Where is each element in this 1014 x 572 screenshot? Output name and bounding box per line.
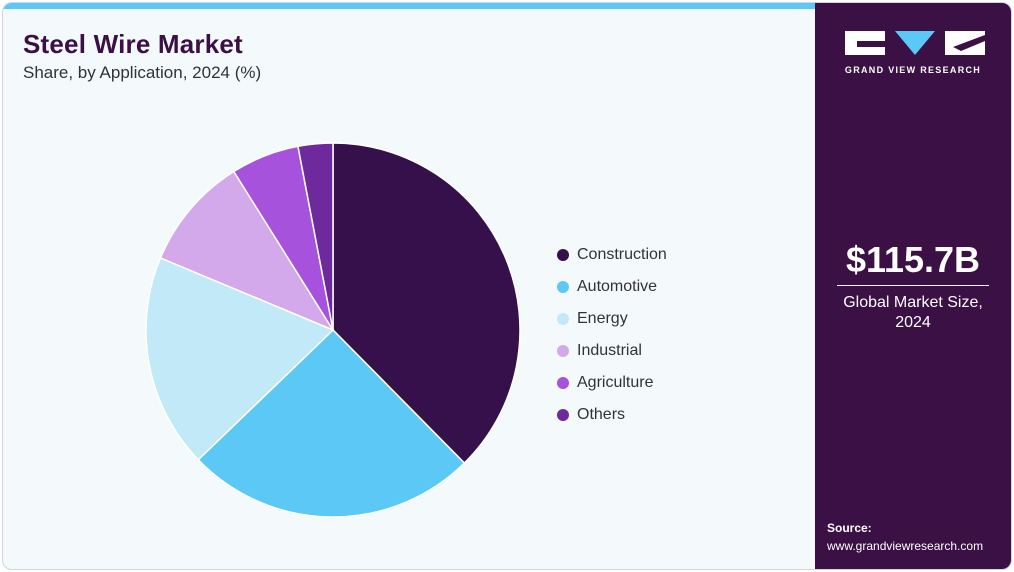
market-caption-line-1: Global Market Size,: [843, 294, 983, 311]
legend-swatch: [557, 409, 569, 421]
legend-swatch: [557, 377, 569, 389]
pie-slice-automotive: [197, 328, 466, 518]
legend-label: Agriculture: [577, 374, 654, 391]
legend-label: Others: [577, 406, 626, 423]
pie-slice-others: [297, 142, 334, 331]
legend-label: Industrial: [577, 342, 642, 359]
source-label: Source:: [827, 521, 872, 535]
pie-chart: [145, 142, 521, 518]
divider: [837, 285, 989, 286]
legend-item-energy: Energy: [557, 303, 667, 335]
chart-legend: Construction Automotive Energy Industrial Ag…: [557, 239, 667, 431]
info-sidebar: GRAND VIEW RESEARCH $115.7B Global Marke…: [815, 3, 1011, 569]
legend-item-others: Others: [557, 399, 667, 431]
market-size-value: $115.7B: [845, 239, 981, 280]
legend-swatch: [557, 281, 569, 293]
legend-swatch: [557, 345, 569, 357]
legend-swatch: [557, 249, 569, 261]
chart-subtitle: Share, by Application, 2024 (%): [23, 63, 262, 82]
accent-bar: [3, 3, 815, 9]
legend-item-construction: Construction: [557, 239, 667, 271]
pie-slice-industrial: [159, 170, 335, 332]
market-caption-line-2: 2024: [895, 314, 931, 331]
chart-title: Steel Wire Market: [23, 29, 243, 59]
legend-item-agriculture: Agriculture: [557, 367, 667, 399]
grand-view-research-logo: [845, 31, 985, 55]
brand-name: GRAND VIEW RESEARCH: [844, 65, 982, 75]
legend-item-automotive: Automotive: [557, 271, 667, 303]
legend-label: Automotive: [577, 278, 658, 295]
market-size-caption: Global Market Size, 2024: [815, 293, 1011, 333]
pie-slice-energy: [145, 256, 335, 461]
legend-label: Construction: [577, 246, 667, 263]
legend-item-industrial: Industrial: [557, 335, 667, 367]
legend-label: Energy: [577, 310, 628, 327]
source-link[interactable]: www.grandviewresearch.com: [827, 539, 984, 553]
legend-swatch: [557, 313, 569, 325]
pie-slice-construction: [332, 142, 521, 465]
